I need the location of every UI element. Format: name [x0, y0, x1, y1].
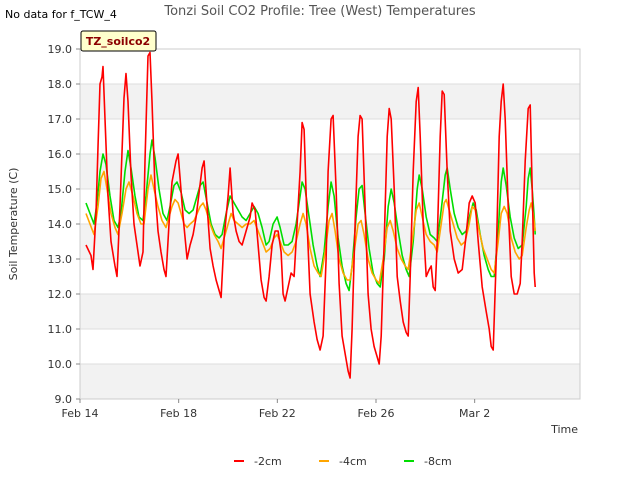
y-tick-label: 18.0: [48, 78, 73, 91]
series-lines: [85, 51, 536, 379]
y-axis-ticks: 9.0 10.0 11.0 12.0 13.0 14.0 15.0 16.0 17.0 18.0 1…: [48, 43, 80, 406]
y-tick-label: 19.0: [48, 43, 73, 56]
y-tick-label: 9.0: [55, 393, 73, 406]
dataset-badge: TZ_soilco2: [80, 30, 157, 52]
y-tick-label: 10.0: [48, 358, 73, 371]
x-tick-label: Feb 22: [259, 407, 296, 420]
plot-band: [80, 364, 580, 399]
plot-band: [80, 259, 580, 294]
y-axis-label: Soil Temperature (C): [7, 168, 20, 281]
y-tick-label: 12.0: [48, 288, 73, 301]
legend-label: -4cm: [339, 455, 367, 468]
series-line-2cm: [85, 51, 536, 379]
legend-label: -2cm: [254, 455, 282, 468]
y-tick-label: 17.0: [48, 113, 73, 126]
series-line-8cm: [85, 139, 536, 292]
no-data-note: No data for f_TCW_4: [5, 8, 117, 21]
badge-label: TZ_soilco2: [86, 35, 150, 48]
y-tick-label: 13.0: [48, 253, 73, 266]
plot-band: [80, 84, 580, 119]
chart-title: Tonzi Soil CO2 Profile: Tree (West) Temp…: [163, 4, 476, 19]
plot-band: [80, 154, 580, 189]
x-axis-label: Time: [550, 423, 578, 436]
plot-band: [80, 224, 580, 259]
x-axis-ticks: Feb 14 Feb 18 Feb 22 Feb 26 Mar 2: [62, 399, 490, 420]
y-tick-label: 14.0: [48, 218, 73, 231]
plot-band: [80, 329, 580, 364]
x-tick-label: Feb 26: [358, 407, 395, 420]
y-tick-label: 16.0: [48, 148, 73, 161]
legend-label: -8cm: [424, 455, 452, 468]
plot-band: [80, 294, 580, 329]
plot-band: [80, 49, 580, 84]
x-tick-label: Feb 18: [160, 407, 197, 420]
x-tick-label: Mar 2: [459, 407, 490, 420]
y-tick-label: 15.0: [48, 183, 73, 196]
legend: -2cm -4cm -8cm: [234, 455, 452, 468]
y-tick-label: 11.0: [48, 323, 73, 336]
x-tick-label: Feb 14: [62, 407, 99, 420]
badge-box: [80, 30, 157, 52]
